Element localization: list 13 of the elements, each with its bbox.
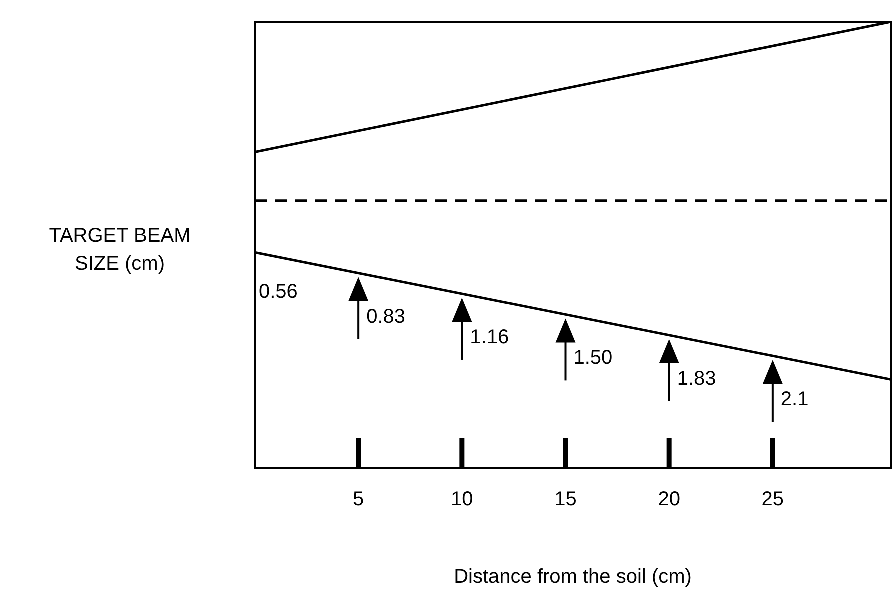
x-tick-label: 20 <box>658 488 680 511</box>
x-tick-label: 10 <box>451 488 474 511</box>
x-tick-label: 15 <box>554 488 577 511</box>
annotation: 1.83 <box>677 368 716 390</box>
y-axis-title: TARGET BEAM SIZE (cm) <box>48 224 192 277</box>
annotation: 0.56 <box>259 281 298 304</box>
x-tick-label: 5 <box>353 488 364 511</box>
annotation: 2.1 <box>780 388 809 411</box>
x-tick-label: 25 <box>762 488 784 511</box>
annotation: 0.83 <box>366 306 406 328</box>
x-axis-title: Distance from the soil (cm) <box>453 566 693 589</box>
annotation: 1.16 <box>470 326 510 348</box>
annotation: 1.50 <box>574 347 613 370</box>
